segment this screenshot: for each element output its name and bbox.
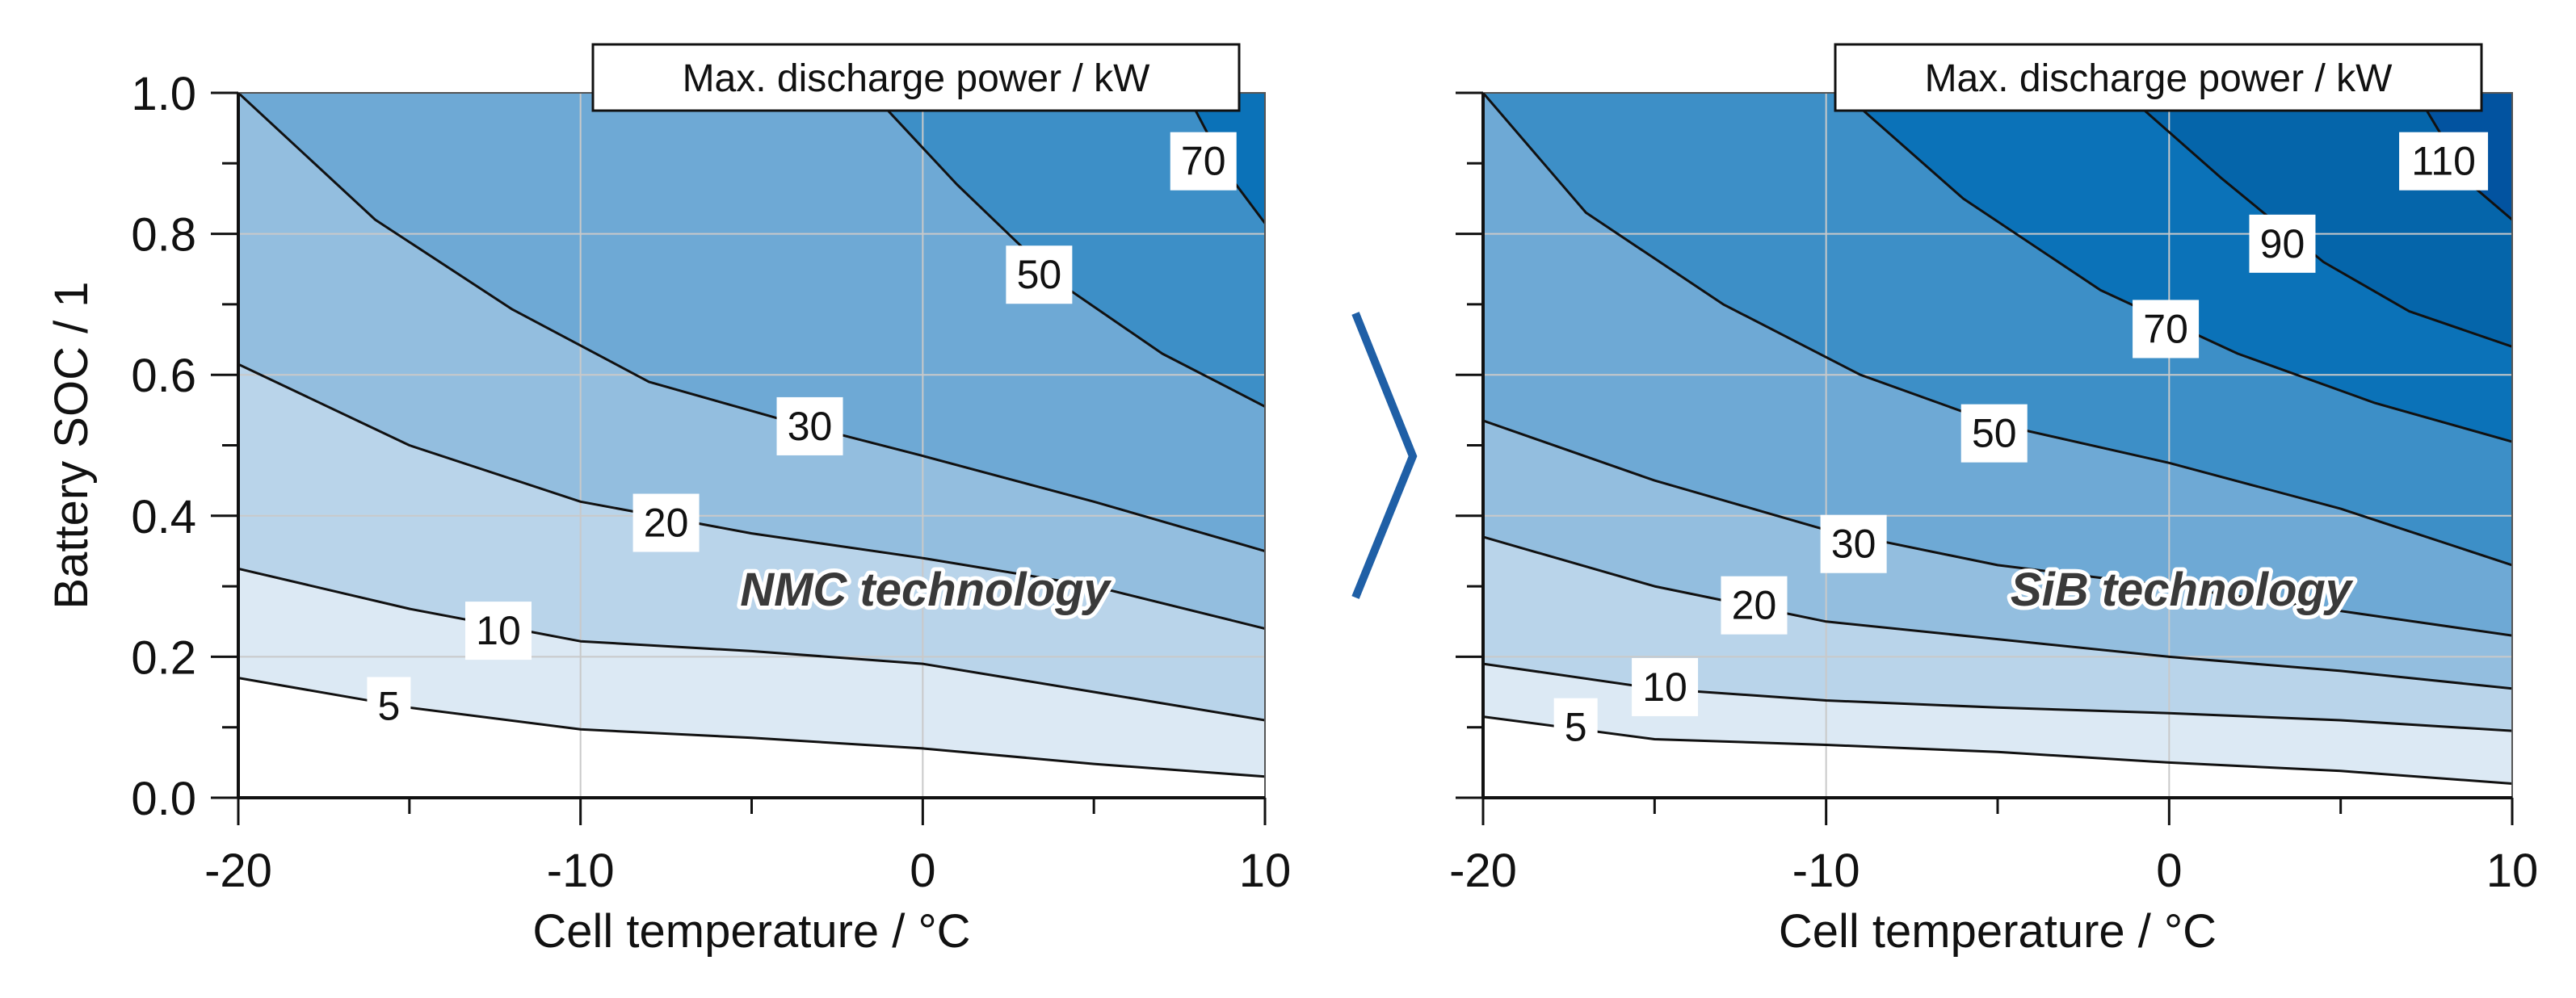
technology-annotation: NMC technology xyxy=(740,564,1112,616)
contour-label-box xyxy=(1820,514,1887,573)
contour-label-30: 30 xyxy=(788,404,833,449)
contour-label-box xyxy=(464,602,532,660)
contour-line-5 xyxy=(1483,715,2512,785)
y-tick-label: 0.8 xyxy=(131,209,196,262)
contour-label-50: 50 xyxy=(1017,252,1062,297)
contour-label-box xyxy=(1170,132,1237,191)
technology-annotation: SiB technology xyxy=(2011,564,2354,616)
contour-label-box xyxy=(2133,300,2200,359)
y-tick-label: 0.6 xyxy=(131,350,196,402)
chart-title-box xyxy=(591,43,1241,112)
x-tick-label: 10 xyxy=(2486,845,2539,897)
contour-line-30 xyxy=(238,93,1265,552)
contour-label-box xyxy=(1632,657,1699,716)
contour-label-10: 10 xyxy=(1642,665,1687,710)
x-axis-label: Cell temperature / °C xyxy=(1779,905,2217,958)
contour-label-box xyxy=(1721,576,1788,635)
chart-title: Max. discharge power / kW xyxy=(683,57,1151,100)
y-tick-label: 0.0 xyxy=(131,773,196,825)
x-tick-label: 10 xyxy=(1239,845,1292,897)
nmc-contour-panel: 5 10 20 30 50 70 NMC technology -20 -10 0 10 0.0 0.2… xyxy=(45,43,1292,958)
contour-label-box xyxy=(2249,214,2316,273)
contour-line-20 xyxy=(238,363,1265,630)
contour-label-box xyxy=(2399,132,2489,191)
contour-label-110: 110 xyxy=(2411,139,2476,184)
x-tick-label: 0 xyxy=(910,845,935,897)
contour-label-30: 30 xyxy=(1831,522,1876,567)
contour-label-box xyxy=(367,677,411,736)
contour-label-box xyxy=(632,493,700,552)
contour-label-10: 10 xyxy=(476,608,521,653)
y-tick-label: 0.2 xyxy=(131,631,196,684)
contour-line-10 xyxy=(238,567,1265,722)
contour-label-90: 90 xyxy=(2260,221,2305,266)
contour-line-20 xyxy=(1483,535,2512,690)
y-tick-label: 0.4 xyxy=(131,491,196,543)
sib-contour-panel: 5 10 20 30 50 70 90 110 SiB technology -20 -10 0 10 C… xyxy=(1449,43,2539,958)
contour-label-70: 70 xyxy=(1181,139,1226,184)
x-tick-label: 0 xyxy=(2156,845,2182,897)
x-tick-label: -20 xyxy=(204,845,272,897)
x-tick-label: -20 xyxy=(1449,845,1517,897)
contour-label-20: 20 xyxy=(1732,583,1777,628)
contour-line-50 xyxy=(1483,93,2512,567)
contour-label-70: 70 xyxy=(2143,306,2188,351)
contour-label-box xyxy=(1960,404,2028,463)
contour-label-50: 50 xyxy=(1972,411,2017,456)
contour-label-5: 5 xyxy=(378,684,401,729)
contour-label-20: 20 xyxy=(644,501,689,546)
contour-line-90 xyxy=(2124,93,2512,348)
contour-label-5: 5 xyxy=(1565,705,1587,750)
x-tick-label: -10 xyxy=(547,845,615,897)
contour-line-30 xyxy=(1483,419,2512,637)
y-axis-label: Battery SOC / 1 xyxy=(45,281,98,609)
contour-label-box xyxy=(776,396,843,455)
chart-title-box xyxy=(1834,43,2483,112)
chart-title: Max. discharge power / kW xyxy=(1925,57,2393,100)
x-tick-label: -10 xyxy=(1792,845,1860,897)
x-axis-label: Cell temperature / °C xyxy=(532,905,970,958)
contour-label-box xyxy=(1006,245,1073,304)
y-tick-label: 1.0 xyxy=(131,68,196,120)
contour-label-box xyxy=(1553,698,1598,757)
transition-arrow-icon xyxy=(1351,312,1418,599)
